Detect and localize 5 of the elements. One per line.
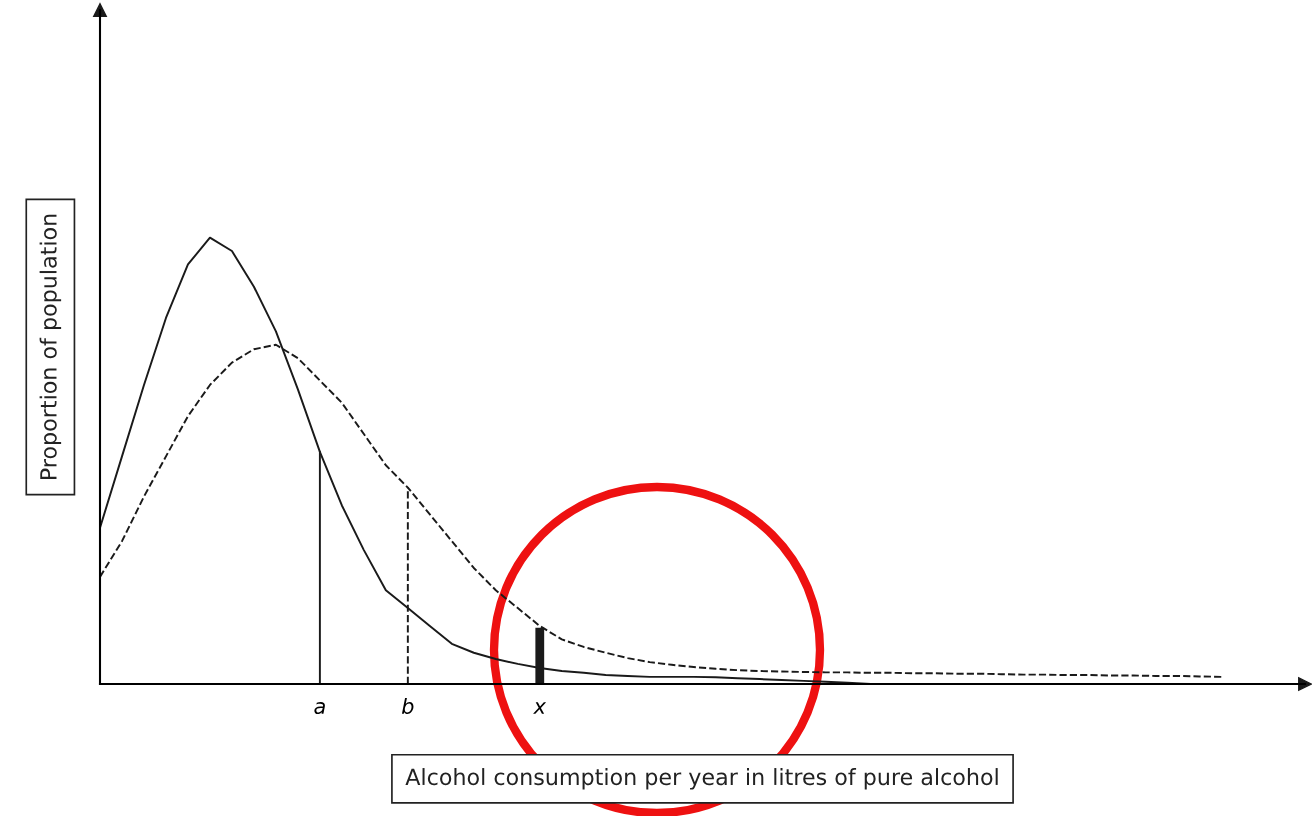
y-axis-title: Proportion of population: [39, 214, 62, 480]
x-tick-label: b: [401, 697, 414, 715]
x-tick-label: x: [533, 702, 547, 714]
x-axis-title: Alcohol consumption per year in litres of pure alcohol: [405, 768, 998, 790]
x-tick-label: a: [314, 702, 325, 715]
